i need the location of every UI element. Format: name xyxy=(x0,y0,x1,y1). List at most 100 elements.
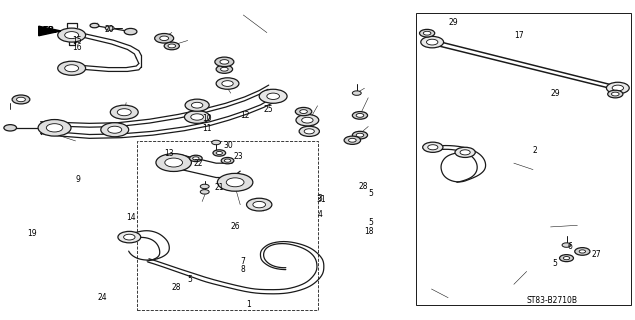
Text: 25: 25 xyxy=(264,105,273,114)
Circle shape xyxy=(200,184,209,189)
Text: 16: 16 xyxy=(72,43,82,52)
Circle shape xyxy=(213,150,225,156)
Text: 29: 29 xyxy=(551,89,560,98)
Text: 30: 30 xyxy=(224,141,234,150)
Circle shape xyxy=(302,117,313,123)
Circle shape xyxy=(124,28,137,35)
Text: 4: 4 xyxy=(318,210,323,219)
Text: 9: 9 xyxy=(76,175,81,184)
Text: 17: 17 xyxy=(514,31,523,40)
Circle shape xyxy=(90,23,99,28)
Text: 2: 2 xyxy=(533,146,538,155)
Circle shape xyxy=(190,114,203,120)
Circle shape xyxy=(117,109,131,116)
Text: 5: 5 xyxy=(368,218,373,227)
Circle shape xyxy=(226,178,244,187)
Circle shape xyxy=(352,112,368,119)
Text: 7: 7 xyxy=(240,258,245,267)
Circle shape xyxy=(105,26,114,30)
Circle shape xyxy=(155,34,173,43)
Text: 15: 15 xyxy=(72,36,82,45)
Circle shape xyxy=(349,138,356,142)
Circle shape xyxy=(4,124,17,131)
Circle shape xyxy=(58,61,86,75)
Text: 5: 5 xyxy=(552,259,557,268)
Circle shape xyxy=(12,95,30,104)
Bar xyxy=(137,141,318,310)
Circle shape xyxy=(101,123,129,137)
Circle shape xyxy=(221,157,234,164)
Circle shape xyxy=(38,120,71,136)
Circle shape xyxy=(58,28,86,42)
Text: 27: 27 xyxy=(592,250,601,259)
Text: ST83-B2710B: ST83-B2710B xyxy=(526,296,578,305)
Circle shape xyxy=(110,105,138,119)
Circle shape xyxy=(460,150,470,155)
Circle shape xyxy=(428,145,438,150)
Circle shape xyxy=(124,234,135,240)
Circle shape xyxy=(304,129,314,134)
Circle shape xyxy=(211,140,220,145)
Circle shape xyxy=(216,65,232,73)
Circle shape xyxy=(65,65,79,72)
Text: 14: 14 xyxy=(126,213,136,222)
Circle shape xyxy=(200,190,209,194)
Text: 21: 21 xyxy=(215,183,224,192)
Circle shape xyxy=(253,201,265,208)
Circle shape xyxy=(189,155,202,162)
Text: 19: 19 xyxy=(27,229,37,238)
Circle shape xyxy=(108,126,122,133)
Circle shape xyxy=(612,92,619,96)
Circle shape xyxy=(300,110,307,114)
Circle shape xyxy=(344,136,361,144)
Text: 28: 28 xyxy=(359,182,368,191)
Circle shape xyxy=(267,93,279,100)
Circle shape xyxy=(17,97,25,102)
Circle shape xyxy=(168,44,175,48)
Circle shape xyxy=(421,36,444,48)
Text: 23: 23 xyxy=(234,152,243,161)
Circle shape xyxy=(220,60,229,64)
Circle shape xyxy=(65,32,79,39)
Circle shape xyxy=(352,91,361,95)
Circle shape xyxy=(220,67,228,71)
Text: 28: 28 xyxy=(172,283,181,292)
Circle shape xyxy=(424,31,431,35)
Circle shape xyxy=(606,82,629,94)
Circle shape xyxy=(216,78,239,89)
Circle shape xyxy=(46,124,63,132)
Circle shape xyxy=(612,85,624,91)
Circle shape xyxy=(185,99,209,111)
Text: 20: 20 xyxy=(105,25,114,34)
Circle shape xyxy=(427,39,438,45)
Circle shape xyxy=(246,198,272,211)
Circle shape xyxy=(164,42,179,50)
Circle shape xyxy=(562,243,571,247)
Circle shape xyxy=(156,154,191,172)
Circle shape xyxy=(165,158,182,167)
Text: 5: 5 xyxy=(187,275,192,284)
Text: 3: 3 xyxy=(318,194,323,203)
Circle shape xyxy=(423,142,443,152)
Circle shape xyxy=(579,250,585,253)
Circle shape xyxy=(295,108,312,116)
Circle shape xyxy=(192,157,199,160)
Text: FR.: FR. xyxy=(42,26,58,35)
Circle shape xyxy=(191,102,203,108)
Polygon shape xyxy=(39,26,61,36)
Circle shape xyxy=(160,36,169,41)
Circle shape xyxy=(356,133,364,137)
Circle shape xyxy=(215,57,234,67)
Text: 22: 22 xyxy=(194,159,203,168)
Circle shape xyxy=(118,231,141,243)
Text: 24: 24 xyxy=(98,292,107,301)
Circle shape xyxy=(216,151,222,155)
Text: 31: 31 xyxy=(316,195,326,204)
Circle shape xyxy=(217,173,253,191)
Text: 29: 29 xyxy=(448,18,458,27)
Text: 6: 6 xyxy=(568,242,573,251)
Circle shape xyxy=(455,147,475,157)
Text: 18: 18 xyxy=(364,227,374,236)
Text: 11: 11 xyxy=(202,124,211,132)
Text: 26: 26 xyxy=(231,222,240,231)
